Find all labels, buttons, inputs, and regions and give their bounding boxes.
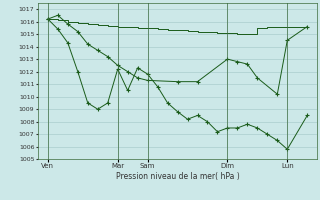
X-axis label: Pression niveau de la mer( hPa ): Pression niveau de la mer( hPa ) (116, 172, 239, 181)
